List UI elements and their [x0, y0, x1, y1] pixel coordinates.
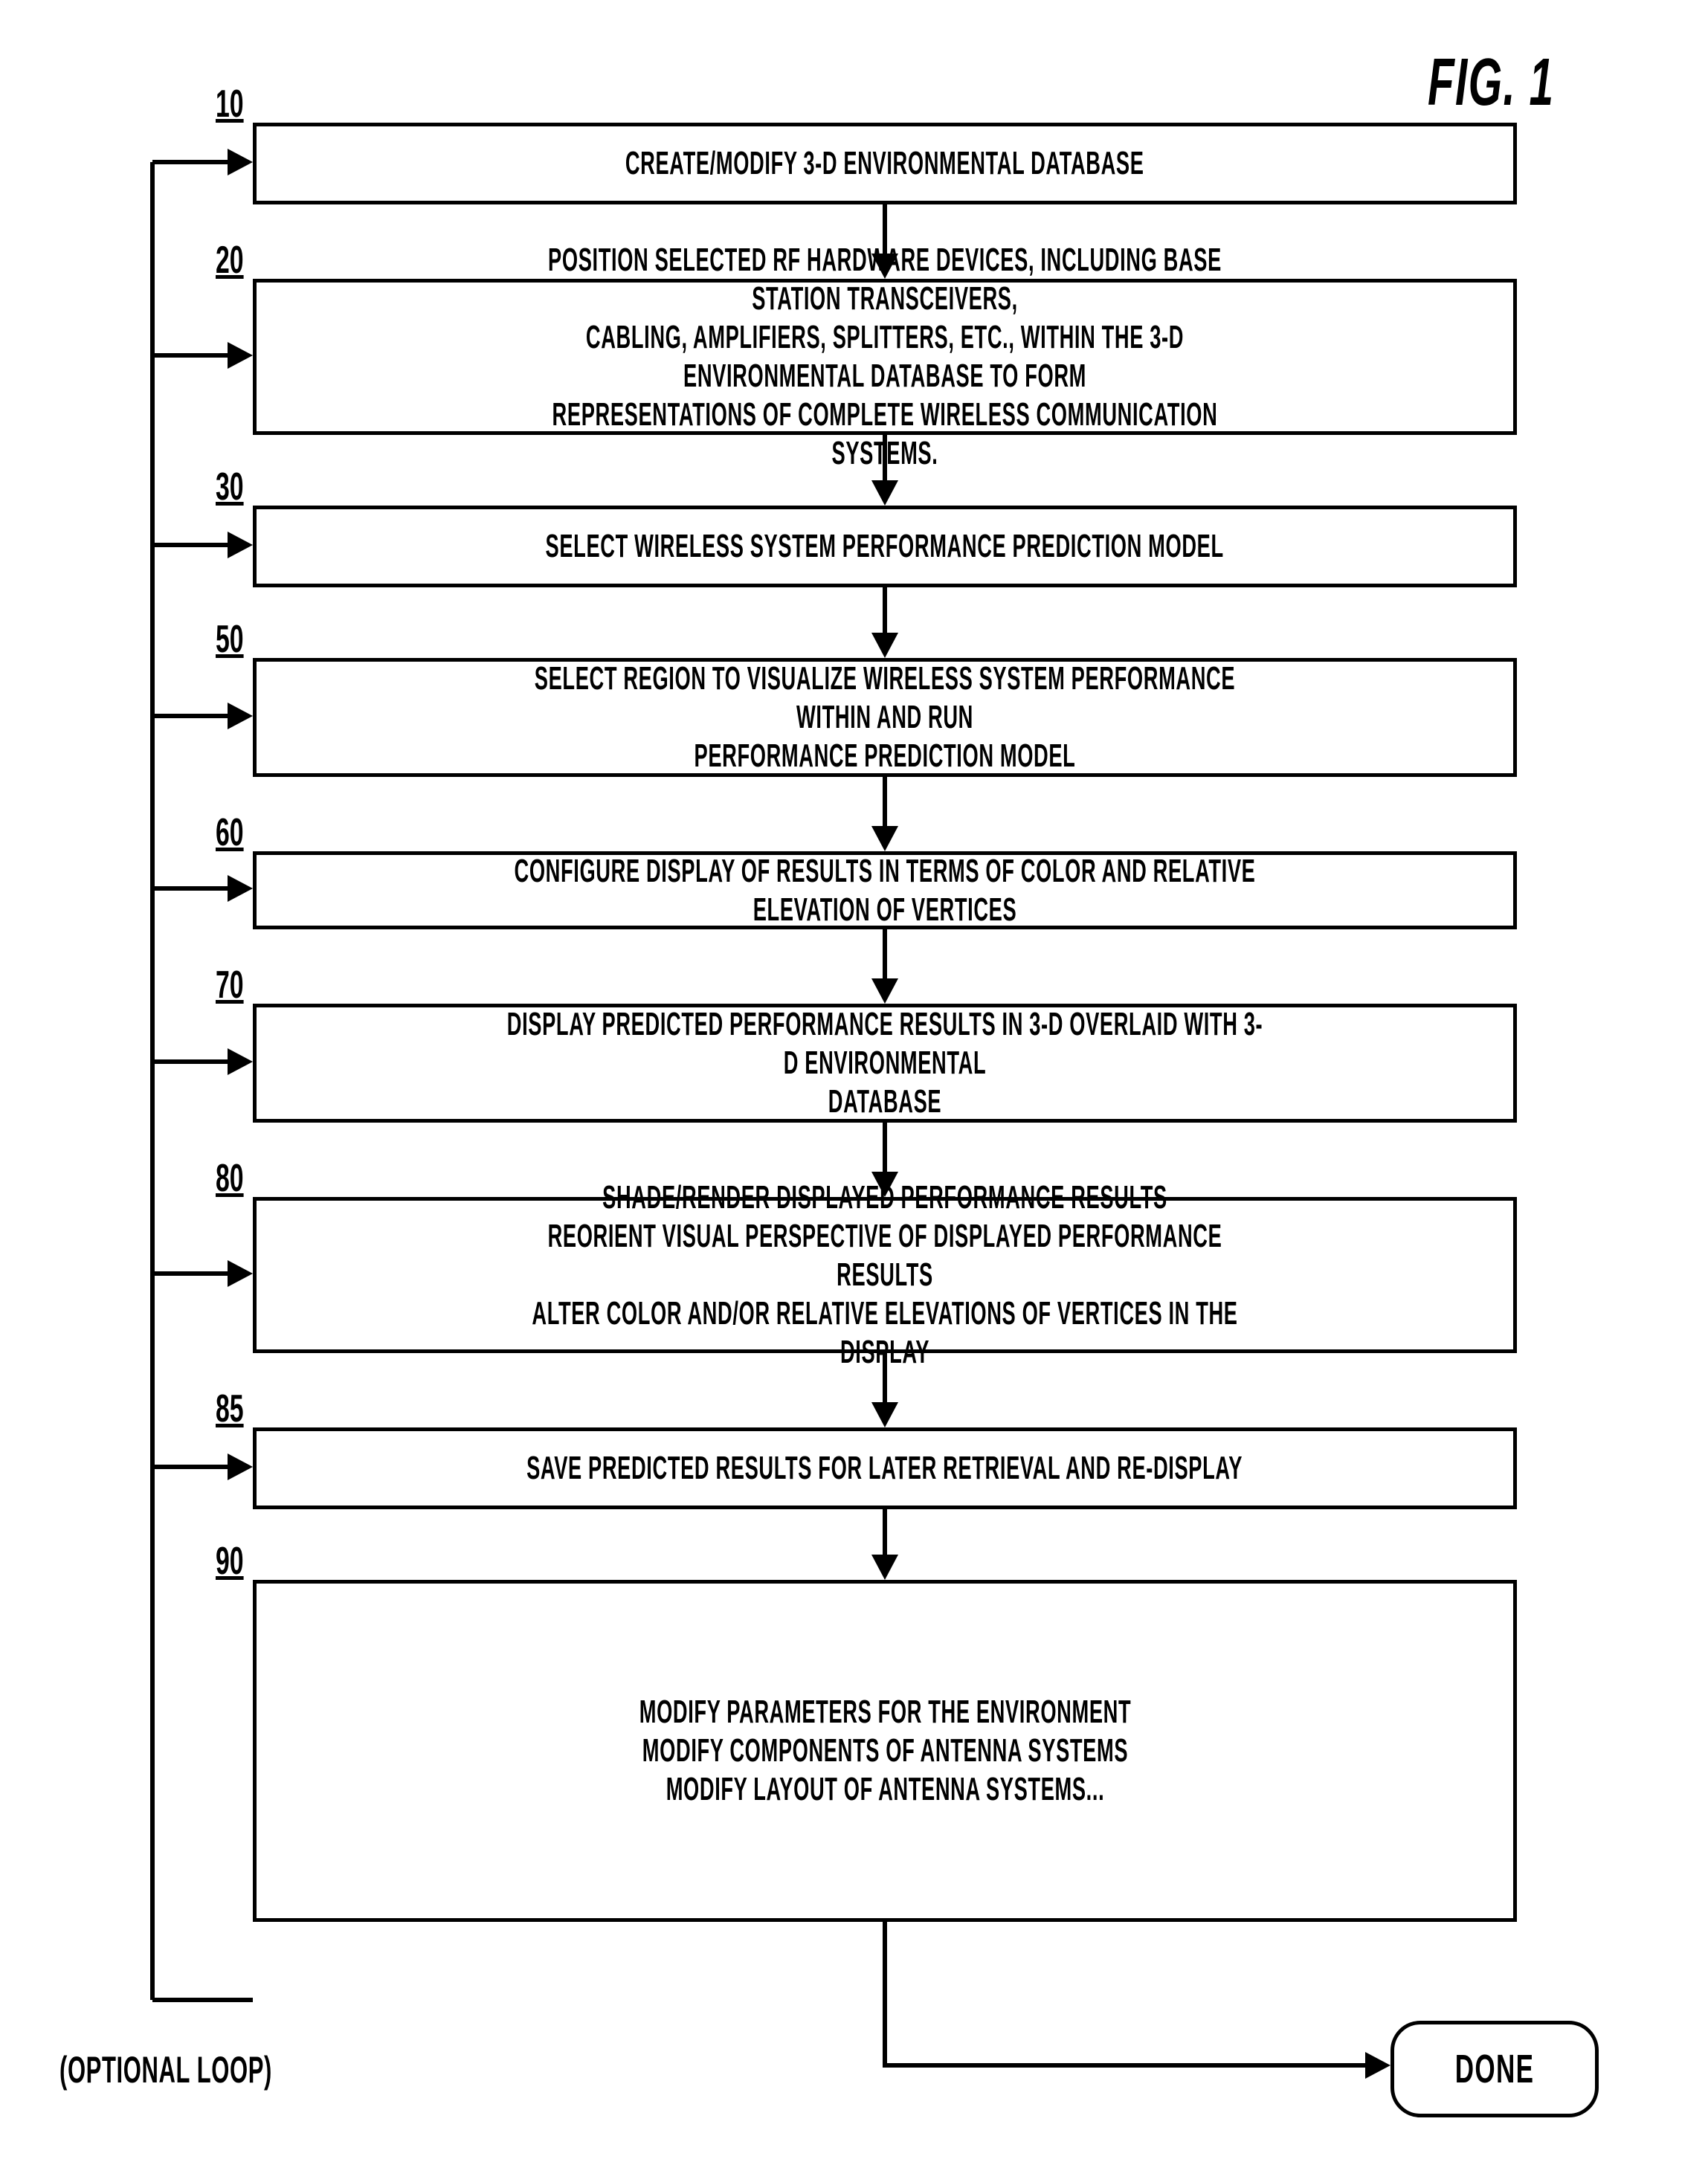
connector-line	[152, 353, 232, 358]
flow-step-text: CONFIGURE DISPLAY OF RESULTS IN TERMS OF…	[506, 852, 1263, 929]
flow-step-box: MODIFY PARAMETERS FOR THE ENVIRONMENT MO…	[253, 1580, 1517, 1922]
step-number: 20	[216, 238, 244, 283]
arrow-down-icon	[871, 978, 898, 1004]
arrow-down-icon	[871, 1555, 898, 1580]
connector-line	[883, 204, 887, 258]
connector-line	[883, 2063, 1367, 2068]
arrow-right-icon	[228, 149, 253, 175]
flow-step-box: CREATE/MODIFY 3-D ENVIRONMENTAL DATABASE	[253, 123, 1517, 204]
connector-line	[152, 160, 232, 164]
arrow-right-icon	[228, 703, 253, 729]
connector-line	[152, 1465, 232, 1469]
arrow-down-icon	[871, 254, 898, 279]
flow-step-text: CREATE/MODIFY 3-D ENVIRONMENTAL DATABASE	[625, 144, 1144, 183]
connector-line	[152, 1271, 232, 1276]
flow-step-box: SELECT WIRELESS SYSTEM PERFORMANCE PREDI…	[253, 506, 1517, 587]
step-number: 85	[216, 1387, 244, 1431]
step-number: 90	[216, 1539, 244, 1584]
connector-line	[152, 1059, 232, 1064]
flow-step-text: SELECT REGION TO VISUALIZE WIRELESS SYST…	[506, 659, 1263, 775]
optional-loop-label: (OPTIONAL LOOP)	[59, 2048, 272, 2091]
step-number: 70	[216, 963, 244, 1007]
flow-step-text: DISPLAY PREDICTED PERFORMANCE RESULTS IN…	[506, 1005, 1263, 1121]
arrow-down-icon	[871, 633, 898, 658]
arrow-right-icon	[228, 532, 253, 558]
connector-line	[883, 1123, 887, 1176]
connector-line	[152, 1998, 253, 2002]
flow-step-text: SELECT WIRELESS SYSTEM PERFORMANCE PREDI…	[546, 527, 1224, 566]
flow-step-box: SAVE PREDICTED RESULTS FOR LATER RETRIEV…	[253, 1427, 1517, 1509]
arrow-down-icon	[871, 826, 898, 851]
connector-line	[883, 777, 887, 830]
arrow-right-icon	[228, 342, 253, 369]
flow-step-text: SAVE PREDICTED RESULTS FOR LATER RETRIEV…	[527, 1449, 1243, 1488]
connector-line	[883, 929, 887, 983]
connector-line	[152, 543, 232, 547]
flow-step-box: SHADE/RENDER DISPLAYED PERFORMANCE RESUL…	[253, 1197, 1517, 1353]
step-number: 10	[216, 82, 244, 126]
connector-line	[150, 162, 155, 2000]
connector-line	[152, 714, 232, 718]
connector-line	[152, 886, 232, 891]
flow-step-text: SHADE/RENDER DISPLAYED PERFORMANCE RESUL…	[506, 1178, 1263, 1372]
step-number: 50	[216, 617, 244, 662]
flow-step-text: MODIFY PARAMETERS FOR THE ENVIRONMENT MO…	[639, 1693, 1131, 1809]
done-label: DONE	[1455, 2046, 1535, 2092]
step-number: 80	[216, 1156, 244, 1201]
step-number: 30	[216, 465, 244, 509]
arrow-right-icon	[228, 875, 253, 902]
connector-line	[883, 1922, 887, 2065]
connector-line	[883, 435, 887, 485]
done-terminator: DONE	[1390, 2021, 1599, 2117]
arrow-down-icon	[871, 480, 898, 506]
arrow-down-icon	[871, 1172, 898, 1197]
figure-label: FIG. 1	[1428, 45, 1554, 121]
flow-step-box: POSITION SELECTED RF HARDWARE DEVICES, I…	[253, 279, 1517, 435]
arrow-right-icon	[228, 1260, 253, 1287]
arrow-down-icon	[871, 1402, 898, 1427]
arrow-right-icon	[228, 1048, 253, 1075]
flow-step-box: SELECT REGION TO VISUALIZE WIRELESS SYST…	[253, 658, 1517, 777]
step-number: 60	[216, 810, 244, 855]
flow-step-box: DISPLAY PREDICTED PERFORMANCE RESULTS IN…	[253, 1004, 1517, 1123]
connector-line	[883, 1509, 887, 1559]
arrow-right-icon	[1365, 2052, 1390, 2079]
connector-line	[883, 587, 887, 637]
connector-line	[883, 1353, 887, 1407]
flow-step-box: CONFIGURE DISPLAY OF RESULTS IN TERMS OF…	[253, 851, 1517, 929]
arrow-right-icon	[228, 1453, 253, 1480]
